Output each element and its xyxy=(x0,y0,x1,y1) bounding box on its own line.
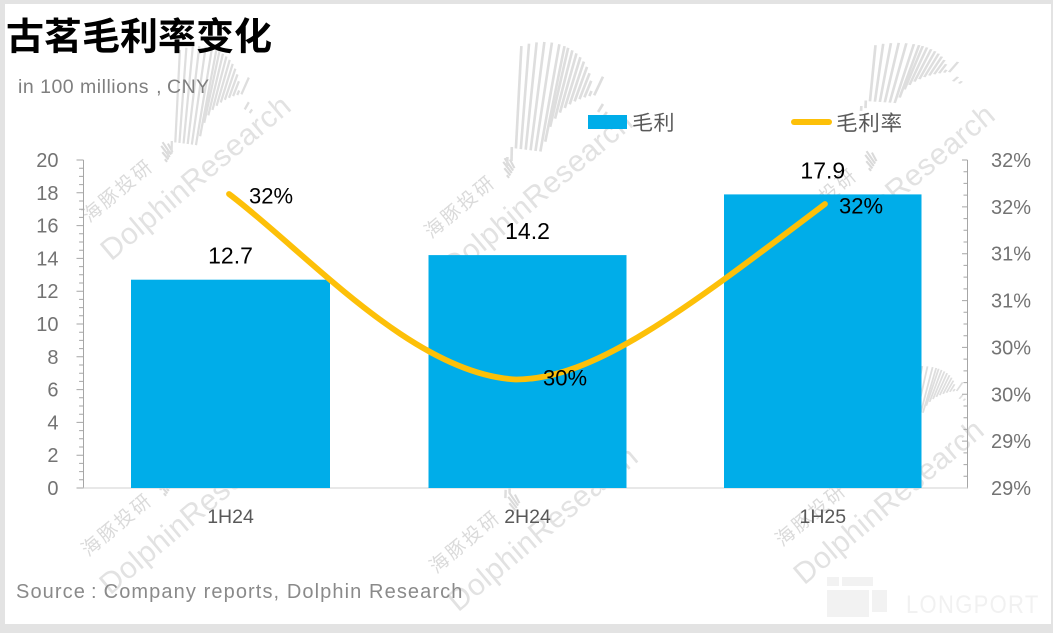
svg-text:32%: 32% xyxy=(991,197,1031,219)
svg-text:14.2: 14.2 xyxy=(505,218,550,244)
svg-text:29%: 29% xyxy=(991,431,1031,453)
svg-text:30%: 30% xyxy=(991,337,1031,359)
svg-text:2H24: 2H24 xyxy=(504,506,551,528)
svg-text:30%: 30% xyxy=(991,384,1031,406)
svg-text:10: 10 xyxy=(36,314,58,336)
svg-text:16: 16 xyxy=(36,216,58,238)
svg-text:0: 0 xyxy=(47,478,58,500)
svg-text:1H25: 1H25 xyxy=(799,506,846,528)
svg-text:20: 20 xyxy=(36,150,58,172)
svg-text:32%: 32% xyxy=(249,184,293,209)
svg-text:12: 12 xyxy=(36,281,58,303)
svg-text:1H24: 1H24 xyxy=(207,506,254,528)
svg-text:32%: 32% xyxy=(839,194,883,219)
svg-text:32%: 32% xyxy=(991,150,1031,172)
svg-text:14: 14 xyxy=(36,248,58,270)
svg-text:31%: 31% xyxy=(991,244,1031,266)
svg-text:17.9: 17.9 xyxy=(800,157,845,183)
svg-text:30%: 30% xyxy=(543,366,587,391)
svg-text:4: 4 xyxy=(47,412,58,434)
svg-text:18: 18 xyxy=(36,183,58,205)
svg-text:31%: 31% xyxy=(991,291,1031,313)
svg-text:12.7: 12.7 xyxy=(208,243,253,269)
svg-text:2: 2 xyxy=(47,445,58,467)
svg-text:6: 6 xyxy=(47,380,58,402)
svg-text:8: 8 xyxy=(47,347,58,369)
svg-text:29%: 29% xyxy=(991,478,1031,500)
